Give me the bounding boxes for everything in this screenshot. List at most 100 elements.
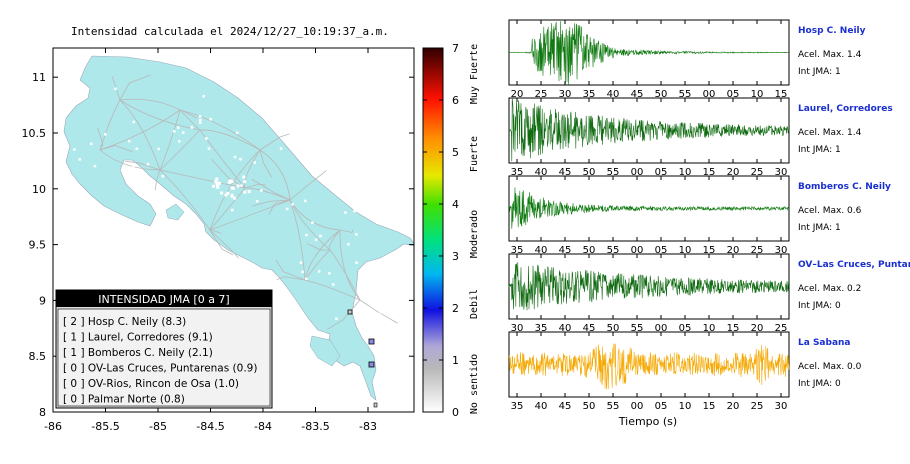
seismogram-panels: 20 25 30 35 40 45 50 55 00 05 10 15 Hosp C. Neily Ace…: [508, 19, 910, 412]
time-tick-label: 10: [703, 323, 716, 334]
time-tick-label: 10: [751, 89, 764, 100]
map-y-tick-label: 9: [39, 294, 46, 307]
station-accel: Acel. Max. 0.0: [798, 362, 862, 372]
map-y-tick-label: 10.5: [22, 127, 47, 140]
waveform-trace: [508, 342, 790, 390]
time-tick-label: 20: [727, 245, 740, 256]
time-tick-label: 05: [655, 245, 668, 256]
osa-peninsula: [309, 335, 341, 367]
time-tick-label: 00: [631, 245, 644, 256]
legend-row: [ 1 ] Laurel, Corredores (9.1): [63, 332, 213, 344]
waveform-trace: [509, 187, 790, 229]
seismogram-panel: 20 25 30 35 40 45 50 55 00 05 10 15 Hosp C. Neily Ace…: [508, 19, 866, 100]
legend-row: [ 2 ] Hosp C. Neily (8.3): [63, 316, 186, 328]
time-tick-label: 55: [679, 89, 692, 100]
time-tick-label: 25: [751, 245, 764, 256]
time-tick-label: 30: [559, 89, 572, 100]
time-tick-label: 55: [607, 245, 620, 256]
waveform-trace: [508, 97, 790, 162]
time-tick-label: 40: [559, 323, 572, 334]
legend-row: [ 0 ] OV-Las Cruces, Puntarenas (0.9): [63, 363, 257, 375]
seismogram-panel: 35 40 45 50 55 00 05 10 15 20 25 30 Laurel, Corredor…: [508, 97, 893, 178]
map-x-tick-label: -85: [149, 420, 167, 433]
time-tick-label: 30: [775, 401, 788, 412]
station-name: Bomberos C. Neily: [798, 182, 891, 192]
time-tick-label: 55: [631, 323, 644, 334]
time-axis-label: Tiempo (s): [618, 415, 677, 428]
colorbar-ticks: 0 1 2 3 4 5 6 7: [423, 42, 459, 419]
time-tick-label: 00: [631, 167, 644, 178]
station-name: La Sabana: [798, 338, 851, 348]
map-x-tick-label: -86: [44, 420, 62, 433]
time-tick-label: 35: [583, 89, 596, 100]
map-y-tick-label: 8: [39, 406, 46, 419]
colorbar-tick-label: 4: [452, 198, 459, 211]
time-tick-label: 30: [775, 167, 788, 178]
station-int: Int JMA: 0: [798, 301, 841, 311]
time-tick-label: 05: [679, 323, 692, 334]
time-tick-label: 35: [511, 167, 524, 178]
time-tick-label: 25: [535, 89, 548, 100]
colorbar-tick-label: 0: [452, 406, 459, 419]
time-tick-label: 15: [703, 245, 716, 256]
time-tick-label: 45: [559, 245, 572, 256]
time-tick-label: 15: [703, 167, 716, 178]
station-accel: Acel. Max. 0.6: [798, 206, 862, 216]
station-marker-rincon: [347, 309, 353, 315]
time-tick-label: 10: [679, 401, 692, 412]
station-accel: Acel. Max. 0.2: [798, 284, 861, 294]
time-tick-label: 40: [535, 401, 548, 412]
time-tick-label: 15: [775, 89, 788, 100]
seismogram-panel: 35 40 45 50 55 00 05 10 15 20 25 30 La Sabana Acel. M…: [508, 331, 862, 412]
time-tick-label: 40: [535, 245, 548, 256]
time-tick-label: 50: [583, 401, 596, 412]
station-name: OV–Las Cruces, Puntar: [798, 260, 910, 270]
colorbar-tick-label: 2: [452, 302, 459, 315]
colorbar-class-label: Fuerte: [469, 136, 480, 172]
time-tick-label: 40: [607, 89, 620, 100]
colorbar-labels: No sentido Debil Moderado Fuerte Muy Fuerte: [469, 44, 480, 414]
time-tick-label: 10: [679, 245, 692, 256]
station-marker-palmar: [373, 402, 378, 408]
time-tick-label: 00: [631, 401, 644, 412]
colorbar-class-label: No sentido: [469, 354, 480, 414]
station-accel: Acel. Max. 1.4: [798, 128, 862, 138]
time-tick-label: 50: [583, 245, 596, 256]
time-tick-label: 20: [727, 401, 740, 412]
colorbar-tick-label: 5: [452, 146, 459, 159]
town-markers: [73, 87, 383, 321]
time-tick-label: 00: [703, 89, 716, 100]
colorbar-tick-label: 6: [452, 94, 459, 107]
time-tick-label: 20: [727, 167, 740, 178]
map-y-tick-label: 11: [32, 71, 46, 84]
map-frame: [52, 47, 415, 413]
time-tick-label: 20: [751, 323, 764, 334]
costa-rica-land: [63, 55, 414, 401]
time-tick-label: 25: [751, 401, 764, 412]
waveform-trace: [508, 262, 790, 311]
time-tick-label: 05: [727, 89, 740, 100]
map-x-tick-label: -84.5: [196, 420, 224, 433]
time-tick-label: 30: [511, 323, 524, 334]
time-tick-label: 50: [607, 323, 620, 334]
legend-row: [ 0 ] Palmar Norte (0.8): [63, 394, 185, 406]
station-int: Int JMA: 0: [798, 379, 841, 389]
seismogram-panel: 30 35 40 45 50 55 00 05 10 15 20 25 OV–Las Cruces, P…: [508, 253, 910, 334]
time-tick-label: 50: [655, 89, 668, 100]
time-tick-label: 55: [607, 167, 620, 178]
time-tick-label: 05: [655, 401, 668, 412]
time-tick-label: 40: [535, 167, 548, 178]
station-name: Laurel, Corredores: [798, 104, 893, 114]
time-tick-label: 45: [559, 401, 572, 412]
time-tick-label: 00: [655, 323, 668, 334]
map-y-tick-label: 8.5: [29, 350, 47, 363]
colorbar-class-label: Muy Fuerte: [469, 44, 480, 104]
time-tick-label: 25: [775, 323, 788, 334]
map-x-tick-label: -85.5: [91, 420, 119, 433]
map-area: [63, 55, 414, 408]
station-name: Hosp C. Neily: [798, 26, 866, 36]
colorbar-class-label: Moderado: [469, 210, 480, 258]
waveform-trace: [508, 21, 790, 86]
time-tick-label: 45: [631, 89, 644, 100]
